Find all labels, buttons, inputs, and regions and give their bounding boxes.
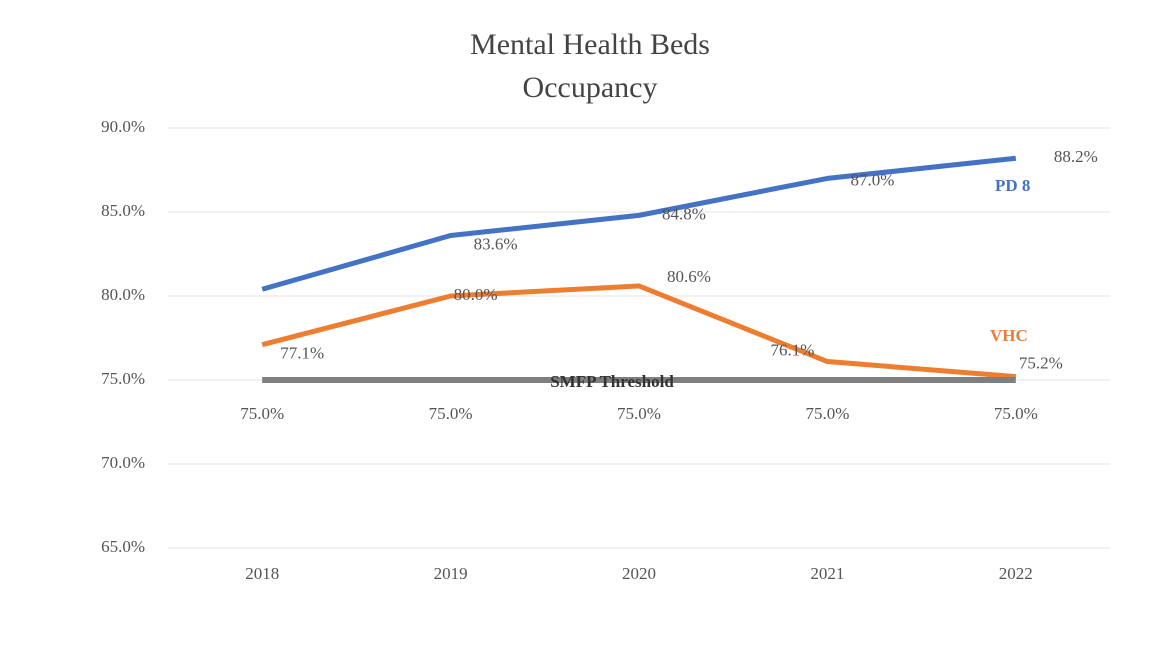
series-label: PD 8 [995, 176, 1030, 195]
y-tick-label: 80.0% [101, 285, 145, 304]
data-label: 75.0% [429, 404, 473, 423]
series-line [261, 155, 1017, 292]
data-label: 76.1% [770, 340, 814, 359]
data-label: 75.0% [994, 404, 1038, 423]
series-label: SMFP Threshold [550, 372, 674, 391]
y-tick-label: 75.0% [101, 369, 145, 388]
data-label: 75.0% [240, 404, 284, 423]
data-label: 75.2% [1019, 354, 1063, 373]
data-label: 75.0% [805, 404, 849, 423]
y-tick-label: 70.0% [101, 453, 145, 472]
x-tick-label: 2020 [622, 564, 656, 583]
x-tick-label: 2018 [245, 564, 279, 583]
data-label: 77.1% [280, 344, 324, 363]
chart-title: Occupancy [523, 71, 658, 104]
series-line [261, 283, 1016, 380]
series-label: VHC [990, 326, 1028, 345]
chart-title: Mental Health Beds [470, 28, 710, 61]
y-tick-label: 90.0% [101, 117, 145, 136]
x-tick-label: 2021 [810, 564, 844, 583]
data-label: 75.0% [617, 404, 661, 423]
data-label: 80.0% [454, 285, 498, 304]
x-tick-label: 2019 [434, 564, 468, 583]
data-label: 87.0% [850, 170, 894, 189]
x-tick-label: 2022 [999, 564, 1033, 583]
data-label: 80.6% [667, 267, 711, 286]
data-label: 84.8% [662, 204, 706, 223]
y-tick-label: 85.0% [101, 201, 145, 220]
data-label: 83.6% [474, 234, 518, 253]
y-tick-label: 65.0% [101, 537, 145, 556]
data-label: 88.2% [1054, 147, 1098, 166]
